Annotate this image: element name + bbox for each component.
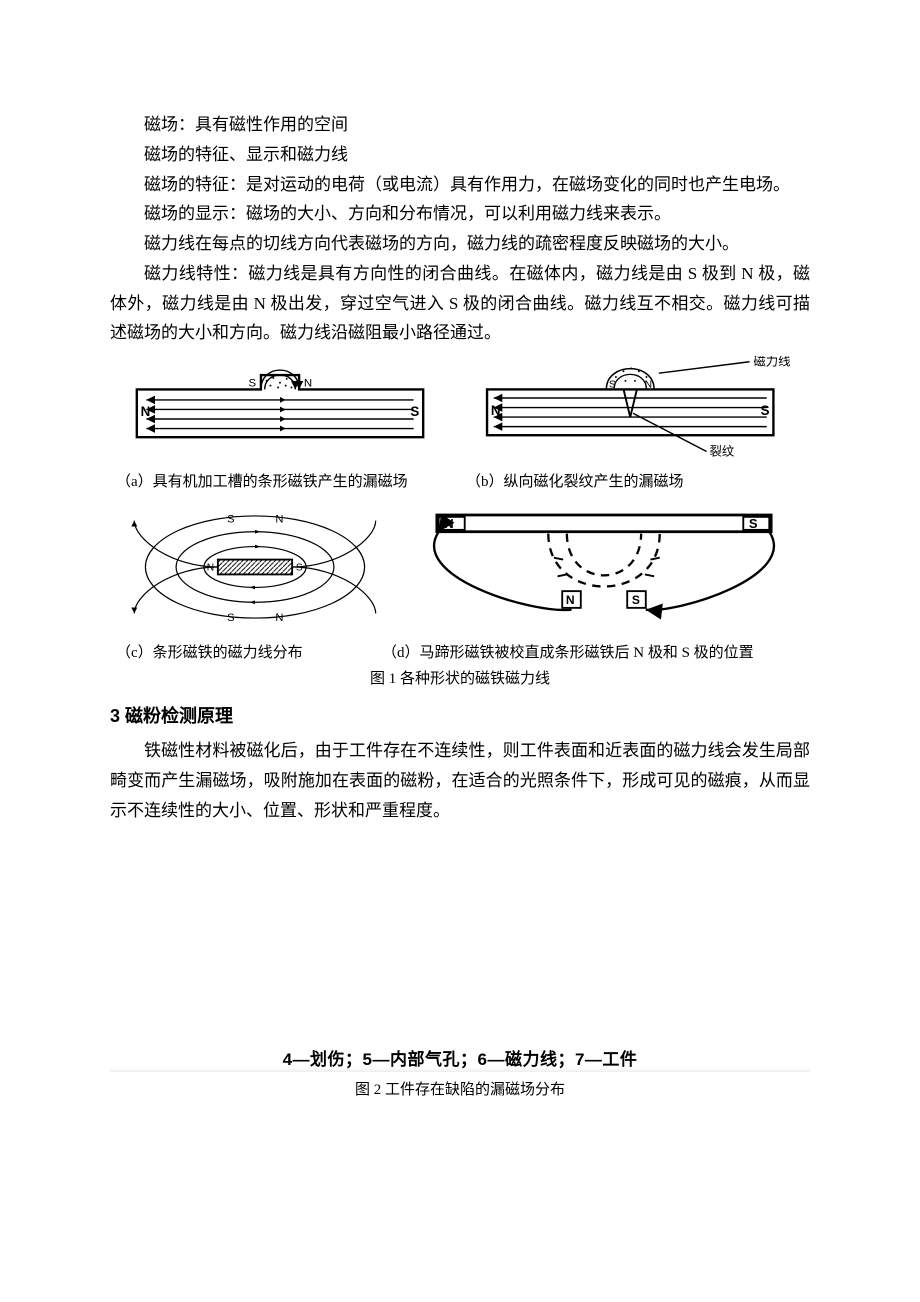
svg-text:S: S [761, 403, 770, 418]
figure-1c: N S S [110, 502, 404, 637]
svg-text:S: S [296, 563, 303, 574]
caption-1d: （d）马蹄形磁铁被校直成条形磁铁后 N 极和 S 极的位置 [382, 641, 810, 665]
svg-text:N: N [491, 403, 501, 418]
figure-1c-svg: N S S [110, 502, 400, 632]
figure-1a-svg: S N N S [110, 356, 450, 461]
section-3-body: 铁磁性材料被磁化后，由于工件存在不连续性，则工件表面和近表面的磁力线会发生局部畸… [110, 736, 810, 825]
para-magfield-display: 磁场的显示：磁场的大小、方向和分布情况，可以利用磁力线来表示。 [110, 199, 810, 229]
pole-s-label: S [248, 378, 256, 390]
caption-1b: （b）纵向磁化裂纹产生的漏磁场 [460, 470, 810, 494]
figure-2-strip-text: 4—划伤；5—内部气孔；6—磁力线；7—工件 [110, 1045, 810, 1070]
section-3-heading: 3 磁粉检测原理 [110, 702, 810, 728]
label-fieldline: 磁力线 [753, 356, 790, 369]
pole-s-big: S [749, 516, 758, 531]
figure-row-1: S N N S [110, 356, 810, 466]
svg-text:S: S [632, 593, 640, 607]
svg-text:S: S [609, 379, 616, 391]
para-magfield-trait: 磁场的特征：是对运动的电荷（或电流）具有作用力，在磁场变化的同时也产生电场。 [110, 170, 810, 200]
caption-1c: （c）条形磁铁的磁力线分布 [110, 641, 382, 665]
para-maglines-direction: 磁力线在每点的切线方向代表磁场的方向，磁力线的疏密程度反映磁场的大小。 [110, 229, 810, 259]
figure-1d-svg: N S N S [404, 502, 804, 632]
figure-2-strip: 4—划伤；5—内部气孔；6—磁力线；7—工件 [110, 1045, 810, 1070]
figure-1b: S N N S 磁力线 裂纹 [460, 356, 810, 466]
pole-n-label: N [304, 378, 312, 390]
svg-text:N: N [275, 513, 283, 525]
figure-row-2: N S S [110, 502, 810, 637]
svg-text:N: N [141, 404, 151, 419]
figure-1d: N S N S [404, 502, 810, 637]
figure-row-1-captions: （a）具有机加工槽的条形磁铁产生的漏磁场 （b）纵向磁化裂纹产生的漏磁场 [110, 470, 810, 494]
svg-text:S: S [227, 513, 234, 525]
document-page: 磁场：具有磁性作用的空间 磁场的特征、显示和磁力线 磁场的特征：是对运动的电荷（… [0, 0, 920, 1302]
svg-text:S: S [410, 404, 419, 419]
figure-1a: S N N S [110, 356, 460, 466]
label-crack: 裂纹 [709, 444, 734, 458]
figure-1b-svg: S N N S 磁力线 裂纹 [460, 356, 810, 461]
svg-text:N: N [275, 612, 283, 624]
svg-text:N: N [645, 379, 653, 391]
figure-2-title: 图 2 工件存在缺陷的漏磁场分布 [110, 1078, 810, 1099]
svg-text:S: S [227, 612, 234, 624]
svg-text:N: N [207, 563, 214, 574]
svg-text:N: N [566, 593, 575, 607]
pole-n-big: N [444, 516, 453, 531]
para-magfield-def: 磁场：具有磁性作用的空间 [110, 110, 810, 140]
para-maglines-properties: 磁力线特性：磁力线是具有方向性的闭合曲线。在磁体内，磁力线是由 S 极到 N 极… [110, 259, 810, 348]
para-magfield-traits-title: 磁场的特征、显示和磁力线 [110, 140, 810, 170]
figure-row-2-captions: （c）条形磁铁的磁力线分布 （d）马蹄形磁铁被校直成条形磁铁后 N 极和 S 极… [110, 641, 810, 665]
figure-1-title: 图 1 各种形状的磁铁磁力线 [110, 667, 810, 688]
caption-1a: （a）具有机加工槽的条形磁铁产生的漏磁场 [110, 470, 460, 494]
